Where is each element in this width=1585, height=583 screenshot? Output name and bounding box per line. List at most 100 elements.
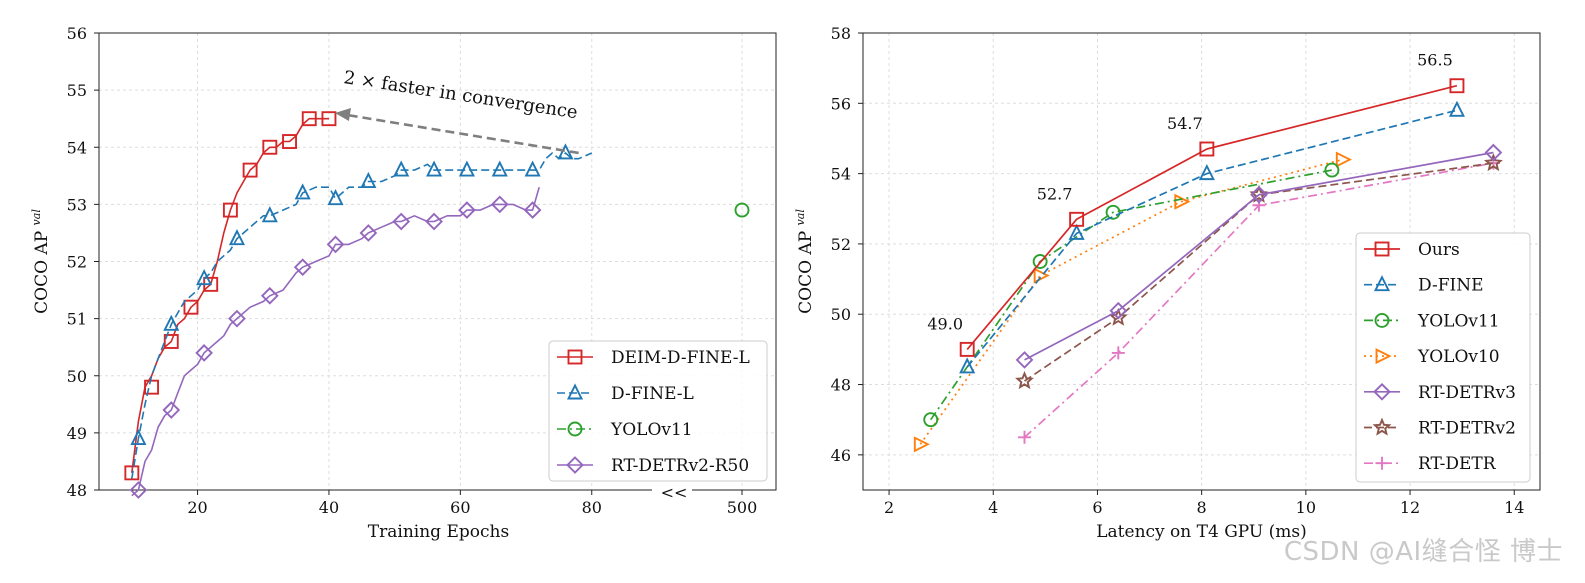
left-series-rt-detrv2-r50-point [260, 286, 279, 305]
right-legend-label: YOLOv10 [1417, 347, 1500, 367]
left-legend-marker [566, 383, 584, 400]
right-xtick-label: 8 [1197, 498, 1207, 517]
right-y-axis-label: COCO AP val [794, 209, 816, 314]
left-series-d-fine-l-point [524, 160, 541, 177]
right-xtick-label: 10 [1296, 498, 1316, 517]
left-series-d-fine-l-point [130, 428, 147, 446]
left-legend-label: DEIM-D-FINE-L [611, 348, 750, 368]
right-legend-label: RT-DETR [1418, 454, 1497, 474]
left-series-rt-detrv2-r50-point [129, 481, 148, 499]
left-series-rt-detrv2-r50-point [458, 201, 476, 219]
right-xtick-label: 12 [1400, 498, 1420, 517]
right-legend-marker [1374, 241, 1390, 257]
right-series-ours-point [1069, 211, 1085, 227]
left-series-deim-d-fine-l-point [183, 299, 199, 315]
left-legend-label: D-FINE-L [611, 384, 694, 404]
right-series-rt-detr-line [1023, 162, 1494, 438]
left-series-rt-detrv2-r50-point [392, 212, 411, 231]
right-series-d-fine-point [1448, 100, 1465, 117]
left-ytick-label: 54 [67, 138, 87, 157]
left-plot-frame [98, 32, 777, 491]
left-series-deim-d-fine-l-point [301, 111, 317, 127]
right-x-axis-label: Latency on T4 GPU (ms) [1096, 522, 1307, 542]
left-series-rt-detrv2-r50-point [359, 224, 378, 242]
right-series-rt-detrv3-line [1024, 151, 1494, 361]
left-legend-marker [567, 349, 583, 365]
left-series-rt-detrv2-r50-point [195, 344, 213, 362]
right-xtick-label: 6 [1092, 498, 1102, 517]
right-series-d-fine-line [966, 109, 1458, 368]
left-series-d-fine-l-point [458, 160, 475, 177]
left-series-rt-detrv2-r50-point [523, 201, 542, 219]
right-ytick-label: 58 [831, 24, 851, 43]
right-series-d-fine-point [1068, 223, 1085, 240]
right-series-yolov10-point [913, 436, 930, 453]
left-xtick-label: 80 [582, 498, 602, 517]
right-series-yolov11-point [1032, 254, 1048, 269]
right-data-label: 49.0 [927, 314, 963, 333]
right-series-d-fine-point [959, 357, 976, 374]
watermark: CSDN @AI缝合怪 博士 [1283, 537, 1563, 567]
left-series-rt-detrv2-r50-point [228, 309, 246, 328]
right-series-yolov11-point [923, 412, 939, 428]
right-ytick-label: 52 [831, 235, 851, 254]
right-legend-label: YOLOv11 [1417, 311, 1500, 331]
left-series-d-fine-l-point [163, 314, 180, 331]
right-ytick-label: 54 [831, 165, 851, 184]
left-ytick-label: 48 [67, 481, 87, 500]
left-series-d-fine-l-point [228, 229, 246, 246]
left-y-axis-label-superscript: val [30, 209, 43, 226]
left-ytick-label: 50 [67, 367, 87, 386]
left-series-d-fine-l-point [327, 189, 344, 206]
left-series-rt-detrv2-r50-point [162, 401, 181, 419]
left-series-yolov11-point [734, 202, 750, 218]
left-series-d-fine-l-point [491, 160, 508, 177]
right-ytick-label: 48 [831, 376, 851, 395]
left-series-d-fine-l-point [557, 143, 574, 160]
right-ytick-label: 50 [831, 305, 851, 324]
left-ytick-label: 49 [67, 424, 87, 443]
right-y-axis-label-text: COCO AP [796, 225, 816, 313]
left-ytick-label: 55 [67, 81, 87, 100]
right-series-rt-detrv2-line [1024, 162, 1494, 382]
right-legend-label: D-FINE [1418, 276, 1484, 296]
right-xtick-label: 4 [988, 498, 998, 517]
right-ytick-label: 46 [831, 446, 851, 465]
right-series-ours-line [966, 84, 1458, 350]
left-legend-box [548, 340, 768, 482]
right-legend-marker [1375, 456, 1389, 470]
right-y-axis-label-superscript: val [794, 209, 807, 226]
right-legend-marker [1373, 382, 1391, 401]
left-series-d-fine-l-point [294, 183, 311, 200]
right-legend-box [1355, 232, 1531, 483]
right-series-yolov11-line [930, 169, 1333, 421]
right-series-yolov10-line [919, 158, 1343, 445]
left-legend-label: RT-DETRv2-R50 [611, 456, 749, 476]
left-axis-break-gap [652, 487, 692, 493]
right-series-d-fine-point [1198, 163, 1215, 181]
left-series-d-fine-l-point [196, 269, 213, 286]
right-series-yolov11-point [1324, 162, 1340, 178]
left-xtick-label: 500 [727, 498, 758, 517]
left-series-deim-d-fine-l-point [321, 111, 337, 127]
right-plot-frame [862, 32, 1541, 491]
left-series-deim-d-fine-l-point [222, 202, 238, 218]
right-series-ours-point [1199, 141, 1215, 157]
left-series-rt-detrv2-r50-point [326, 235, 345, 254]
right-series-yolov11-point [1105, 204, 1121, 220]
left-series-rt-detrv2-r50-line [131, 186, 540, 497]
left-annotation-arrow-line [346, 113, 579, 155]
left-series-rt-detrv2-r50-point [490, 195, 509, 214]
right-series-yolov10-point [1033, 267, 1050, 284]
right-series-rt-detrv2-point [1108, 307, 1128, 326]
right-series-rt-detrv3-point [1015, 351, 1034, 369]
left-xtick-label: 20 [187, 498, 207, 517]
right-series-rt-detrv3-point [1484, 143, 1503, 162]
right-xtick-label: 14 [1504, 498, 1524, 517]
left-series-deim-d-fine-l-point [262, 139, 278, 155]
right-series-ours-point [1449, 78, 1465, 94]
right-data-label: 52.7 [1037, 184, 1073, 203]
right-legend-marker [1373, 275, 1391, 292]
left-x-axis-label: Training Epochs [368, 522, 509, 542]
left-ytick-label: 56 [67, 24, 87, 43]
